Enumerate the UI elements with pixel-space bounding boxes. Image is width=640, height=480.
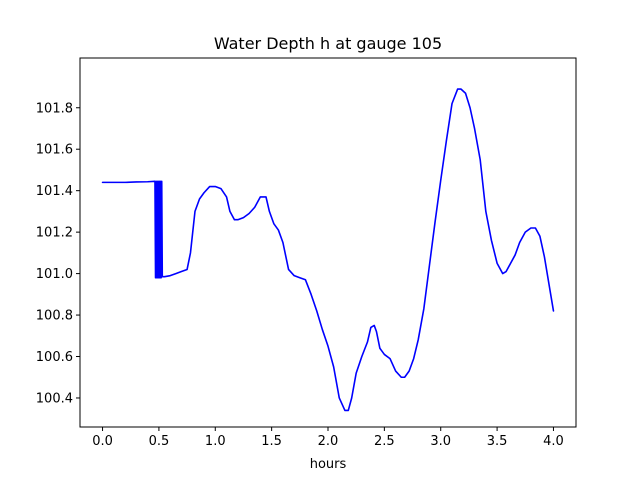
chart-title: Water Depth h at gauge 105 <box>214 34 442 53</box>
x-tick-label: 2.0 <box>318 434 339 449</box>
x-tick-label: 3.0 <box>430 434 451 449</box>
x-tick-label: 1.5 <box>261 434 282 449</box>
x-tick-label: 0.5 <box>149 434 170 449</box>
y-tick-label: 100.8 <box>36 309 73 324</box>
y-tick-label: 101.2 <box>36 226 73 241</box>
x-tick-label: 0.0 <box>92 434 113 449</box>
y-tick-label: 101.4 <box>36 184 73 199</box>
x-axis-ticks: 0.0 0.5 1.0 1.5 2.0 2.5 3.0 3.5 4.0 <box>92 427 564 449</box>
y-tick-label: 101.6 <box>36 143 73 158</box>
x-tick-label: 3.5 <box>487 434 508 449</box>
y-tick-label: 100.6 <box>36 350 73 365</box>
y-tick-label: 101.8 <box>36 101 73 116</box>
y-tick-label: 101.0 <box>36 267 73 282</box>
x-tick-label: 1.0 <box>205 434 226 449</box>
y-axis-ticks: 100.4 100.6 100.8 101.0 101.2 101.4 101.6 101.8 <box>36 101 80 406</box>
y-tick-label: 100.4 <box>36 391 73 406</box>
series-line-1 <box>101 88 555 412</box>
x-tick-label: 4.0 <box>543 434 564 449</box>
x-tick-label: 2.5 <box>374 434 395 449</box>
x-axis-label: hours <box>310 457 347 472</box>
